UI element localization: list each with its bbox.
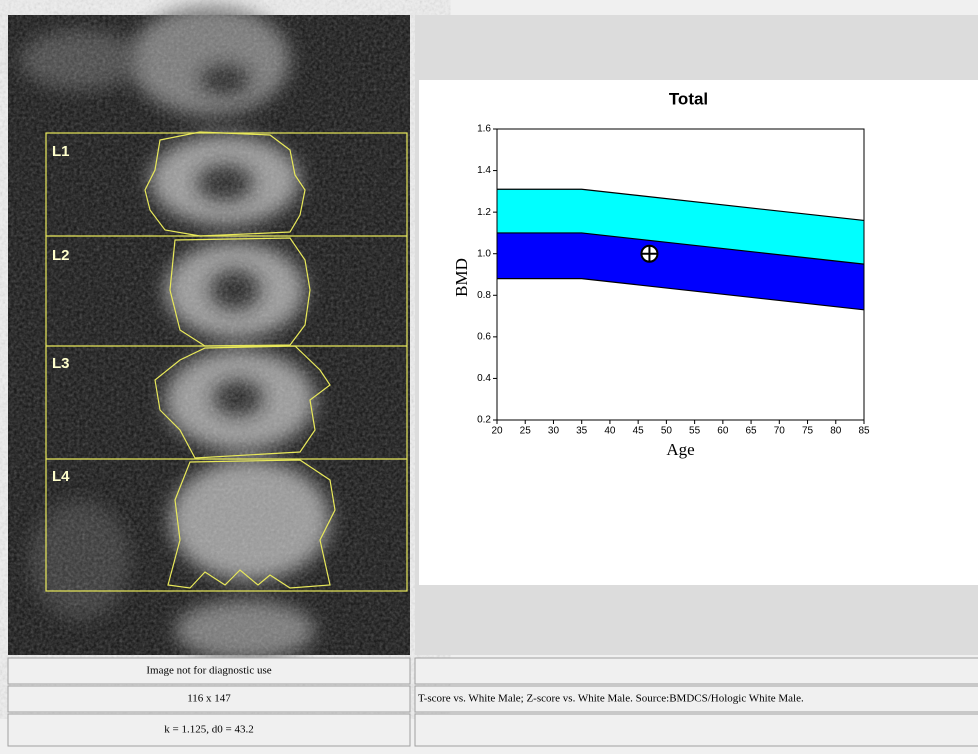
table-cell	[415, 658, 978, 684]
region-label: L2	[52, 247, 70, 264]
scan-image: L1 L2 L3 L4	[8, 5, 410, 660]
page: L1 L2 L3 L4 Total 0.2 0.4 0.6 0.8 1.0 1.2 1.4 1.6 20…	[0, 0, 978, 749]
y-tick-label: 1.0	[477, 248, 491, 259]
patient-marker	[641, 246, 657, 262]
x-tick-label: 20	[491, 426, 503, 437]
y-tick-label: 1.6	[477, 124, 491, 135]
y-axis-label: BMD	[452, 258, 471, 297]
x-tick-label: 85	[858, 426, 870, 437]
x-tick-label: 70	[774, 426, 786, 437]
x-tick-label: 55	[689, 426, 701, 437]
x-tick-label: 30	[548, 426, 560, 437]
chart-title: Total	[669, 89, 708, 108]
y-tick-label: 0.8	[477, 290, 491, 301]
x-tick-label: 75	[802, 426, 814, 437]
cell-text: 116 x 147	[187, 693, 231, 705]
x-tick-label: 65	[746, 426, 758, 437]
cell-text: T-score vs. White Male; Z-score vs. Whit…	[418, 693, 804, 705]
chart-area	[419, 80, 978, 585]
y-tick-label: 1.4	[477, 165, 491, 176]
table-cell	[415, 714, 978, 746]
x-tick-label: 50	[661, 426, 673, 437]
x-tick-label: 60	[717, 426, 729, 437]
region-label: L1	[52, 143, 70, 160]
region-label: L3	[52, 355, 70, 372]
cell-text: Image not for diagnostic use	[146, 665, 271, 677]
x-tick-label: 25	[520, 426, 532, 437]
y-tick-label: 1.2	[477, 207, 491, 218]
region-label: L4	[52, 468, 70, 485]
x-tick-label: 40	[604, 426, 616, 437]
x-tick-label: 80	[830, 426, 842, 437]
info-table: Image not for diagnostic use 116 x 147 T-s…	[8, 658, 978, 746]
cell-text: k = 1.125, d0 = 43.2	[164, 724, 253, 736]
report: L1 L2 L3 L4 Total 0.2 0.4 0.6 0.8 1.0 1.2 1.4 1.6 20…	[0, 0, 978, 749]
x-tick-label: 35	[576, 426, 588, 437]
y-tick-label: 0.2	[477, 415, 491, 426]
scan-noise	[8, 15, 410, 655]
y-tick-label: 0.4	[477, 373, 491, 384]
x-tick-label: 45	[633, 426, 645, 437]
x-axis-label: Age	[666, 440, 694, 459]
y-tick-label: 0.6	[477, 331, 491, 342]
